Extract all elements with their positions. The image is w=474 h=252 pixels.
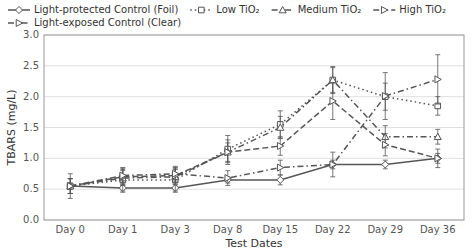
error-bar bbox=[383, 160, 388, 169]
point bbox=[330, 161, 336, 168]
point bbox=[67, 183, 74, 190]
point bbox=[330, 97, 336, 104]
legend-marker bbox=[16, 7, 23, 14]
series-line bbox=[70, 80, 438, 186]
legend-marker bbox=[381, 7, 387, 14]
error-bar bbox=[68, 179, 73, 194]
legend-item: Medium TiO₂ bbox=[272, 4, 362, 15]
y-tick-label: 0.5 bbox=[23, 183, 39, 194]
y-tick-label: 3.0 bbox=[23, 29, 39, 40]
legend-marker bbox=[16, 20, 22, 27]
error-bar bbox=[68, 179, 73, 194]
grid-line bbox=[44, 189, 464, 190]
plot-frame bbox=[44, 35, 464, 220]
y-tick-label: 1.5 bbox=[23, 122, 39, 133]
legend-item: Low TiO₂ bbox=[190, 4, 259, 15]
legend-item: Light-protected Control (Foil) bbox=[8, 4, 178, 15]
point bbox=[67, 183, 73, 189]
x-tick-label: Day 8 bbox=[213, 224, 242, 235]
point bbox=[277, 143, 283, 150]
grid-line bbox=[44, 96, 464, 97]
chart: Light-protected Control (Foil) Low TiO₂ Me… bbox=[0, 0, 474, 252]
error-bar bbox=[383, 73, 388, 120]
error-bar bbox=[225, 171, 230, 186]
point bbox=[172, 170, 178, 177]
point bbox=[435, 155, 441, 162]
point bbox=[382, 93, 388, 100]
error-bar bbox=[278, 137, 283, 156]
error-bar bbox=[330, 152, 335, 177]
error-bar bbox=[120, 168, 125, 193]
point bbox=[434, 155, 441, 162]
series bbox=[67, 66, 440, 198]
error-bar bbox=[278, 160, 283, 175]
legend-label: Medium TiO₂ bbox=[298, 4, 362, 15]
grid-line bbox=[44, 158, 464, 159]
point bbox=[277, 164, 283, 171]
error-bar bbox=[278, 111, 283, 138]
y-axis: 0.0 0.5 1.0 1.5 2.0 2.5 3.0 bbox=[23, 29, 39, 225]
series-line bbox=[70, 80, 438, 186]
point bbox=[382, 161, 389, 168]
legend-marker bbox=[279, 7, 286, 13]
x-tick-label: Day 1 bbox=[108, 224, 137, 235]
error-bar bbox=[68, 179, 73, 194]
y-tick-label: 2.5 bbox=[23, 60, 39, 71]
error-bar bbox=[383, 134, 388, 156]
legend-marker bbox=[198, 7, 204, 13]
x-tick-label: Day 3 bbox=[161, 224, 190, 235]
point bbox=[329, 77, 336, 83]
x-tick-label: Day 15 bbox=[262, 224, 298, 235]
legend-label: High TiO₂ bbox=[399, 4, 446, 15]
error-bar bbox=[68, 174, 73, 199]
x-axis: Day 0 Day 1 Day 3 Day 8 Day 15 Day 22 Day 29 Da… bbox=[56, 224, 456, 235]
y-axis-label: TBARS (mg/L) bbox=[5, 89, 18, 166]
point bbox=[225, 149, 231, 156]
grid bbox=[44, 35, 464, 220]
y-tick-label: 2.0 bbox=[23, 91, 39, 102]
error-bar bbox=[435, 149, 440, 168]
point bbox=[434, 133, 441, 139]
x-tick-label: Day 0 bbox=[56, 224, 85, 235]
legend-item: Light-exposed Control (Clear) bbox=[8, 17, 181, 28]
point bbox=[277, 124, 284, 130]
x-axis-label: Test Dates bbox=[224, 237, 282, 250]
grid-line bbox=[44, 127, 464, 128]
legend-label: Low TiO₂ bbox=[216, 4, 259, 15]
grid-line bbox=[44, 65, 464, 66]
background bbox=[0, 0, 474, 252]
legend-label: Light-protected Control (Foil) bbox=[34, 4, 178, 15]
point bbox=[120, 172, 126, 179]
point bbox=[67, 183, 73, 190]
error-bar bbox=[120, 168, 125, 183]
y-tick-label: 1.0 bbox=[23, 152, 39, 163]
error-bar bbox=[435, 129, 440, 144]
y-tick-label: 0.0 bbox=[23, 214, 39, 225]
error-bar bbox=[225, 140, 230, 165]
x-tick-label: Day 22 bbox=[315, 224, 351, 235]
x-tick-label: Day 36 bbox=[420, 224, 456, 235]
error-bar bbox=[278, 175, 283, 185]
point bbox=[329, 161, 336, 168]
point bbox=[277, 176, 284, 183]
series-line bbox=[70, 79, 438, 186]
error-bar bbox=[68, 183, 73, 189]
legend-label: Light-exposed Control (Clear) bbox=[34, 17, 181, 28]
plot-data bbox=[67, 55, 442, 199]
point bbox=[225, 175, 231, 182]
point bbox=[330, 77, 336, 83]
error-bar bbox=[173, 166, 178, 181]
error-bar bbox=[330, 82, 335, 119]
error-bar bbox=[225, 143, 230, 162]
series bbox=[67, 55, 441, 194]
x-tick-label: Day 29 bbox=[367, 224, 403, 235]
error-bar bbox=[435, 55, 440, 104]
legend: Light-protected Control (Foil) Low TiO₂ Me… bbox=[8, 4, 446, 28]
point bbox=[435, 76, 441, 83]
series bbox=[67, 68, 442, 194]
point bbox=[382, 141, 388, 148]
error-bar bbox=[278, 116, 283, 138]
legend-item: High TiO₂ bbox=[373, 4, 446, 15]
